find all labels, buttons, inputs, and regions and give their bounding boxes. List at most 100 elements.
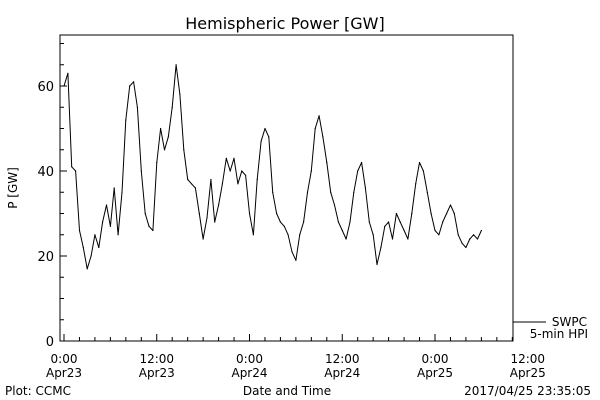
data-point <box>299 234 301 236</box>
x-axis: 0:00Apr2312:00Apr230:00Apr2412:00Apr240:… <box>46 334 546 380</box>
data-point <box>233 157 235 159</box>
data-point <box>206 217 208 219</box>
data-point <box>167 136 169 138</box>
data-point <box>442 221 444 223</box>
data-point <box>276 212 278 215</box>
data-point <box>245 174 247 176</box>
data-point <box>160 127 162 130</box>
data-point <box>337 221 339 223</box>
y-tick-label: 40 <box>37 165 54 180</box>
chart-title: Hemispheric Power [GW] <box>185 14 384 33</box>
data-point <box>272 191 274 193</box>
data-point <box>194 187 196 189</box>
plot-area-frame <box>59 34 514 342</box>
data-point <box>67 72 69 74</box>
data-point <box>306 191 309 193</box>
data-point <box>140 170 142 172</box>
data-point <box>125 119 127 121</box>
x-tick-time-label: 0:00 <box>422 352 449 366</box>
x-axis-label: Date and Time <box>243 384 331 398</box>
data-point <box>418 161 421 164</box>
data-point <box>446 212 448 215</box>
x-tick-time-label: 12:00 <box>510 352 545 366</box>
data-point <box>113 187 115 189</box>
data-point <box>453 212 455 215</box>
data-point <box>78 229 81 232</box>
data-point <box>144 212 146 215</box>
data-point <box>268 136 270 138</box>
x-tick-date-label: Apr24 <box>324 366 360 380</box>
data-point <box>179 93 181 96</box>
data-point <box>457 234 459 236</box>
data-point <box>314 127 316 130</box>
data-point <box>71 166 73 168</box>
data-point <box>148 225 150 227</box>
data-point <box>202 238 204 240</box>
y-tick-label: 20 <box>37 250 54 265</box>
series-layer <box>63 64 482 270</box>
data-point <box>403 229 405 232</box>
data-point <box>295 259 297 261</box>
data-point <box>121 191 123 193</box>
y-tick-label: 60 <box>37 80 54 95</box>
data-point <box>264 127 266 130</box>
data-point <box>75 170 77 172</box>
data-point <box>333 204 336 206</box>
data-point <box>322 136 324 138</box>
data-point <box>345 238 347 240</box>
data-point <box>303 221 305 223</box>
data-point <box>136 106 138 108</box>
data-point <box>98 246 100 249</box>
data-point <box>380 246 382 249</box>
data-point <box>469 238 471 240</box>
data-point <box>109 225 111 227</box>
data-point <box>391 238 394 240</box>
data-point <box>256 178 258 181</box>
data-point <box>152 229 154 232</box>
data-point <box>102 221 104 223</box>
data-point <box>291 251 293 253</box>
data-point <box>341 229 343 232</box>
data-point <box>163 149 166 151</box>
data-point <box>221 183 223 185</box>
data-point <box>279 221 281 223</box>
plot-credit: Plot: CCMC <box>5 384 71 398</box>
plot-timestamp: 2017/04/25 23:35:05 <box>464 384 591 398</box>
x-tick-time-label: 12:00 <box>139 352 174 366</box>
data-point <box>422 170 424 172</box>
data-point <box>252 234 254 236</box>
data-point <box>283 225 285 227</box>
data-point <box>461 242 463 244</box>
data-point <box>361 161 363 164</box>
data-point <box>129 85 131 87</box>
data-point <box>326 161 328 164</box>
y-axis-label: P [GW] <box>6 167 20 209</box>
series-line-swpc <box>63 64 482 270</box>
data-point <box>465 246 467 249</box>
legend-label-5min-hpi: 5-min HPI <box>530 327 588 341</box>
data-point <box>90 255 92 257</box>
data-point <box>86 268 88 270</box>
y-axis: 0 20 40 60 <box>37 43 67 350</box>
data-point <box>82 246 84 249</box>
data-point <box>248 212 251 215</box>
data-point <box>384 225 386 227</box>
data-point <box>105 204 108 206</box>
data-point <box>237 183 239 185</box>
data-point <box>372 234 374 236</box>
data-point <box>430 212 432 215</box>
data-point <box>476 238 479 240</box>
data-point <box>376 263 378 266</box>
data-point <box>190 183 193 185</box>
x-tick-time-label: 0:00 <box>236 352 263 366</box>
data-point <box>175 64 177 66</box>
x-tick-date-label: Apr23 <box>139 366 175 380</box>
data-point <box>63 85 65 87</box>
data-point <box>229 170 231 172</box>
legend-label-swpc: SWPC <box>552 315 587 329</box>
x-tick-date-label: Apr24 <box>231 366 267 380</box>
data-point <box>241 170 243 172</box>
data-point <box>183 149 185 151</box>
data-point <box>318 115 320 117</box>
data-point <box>388 221 390 223</box>
